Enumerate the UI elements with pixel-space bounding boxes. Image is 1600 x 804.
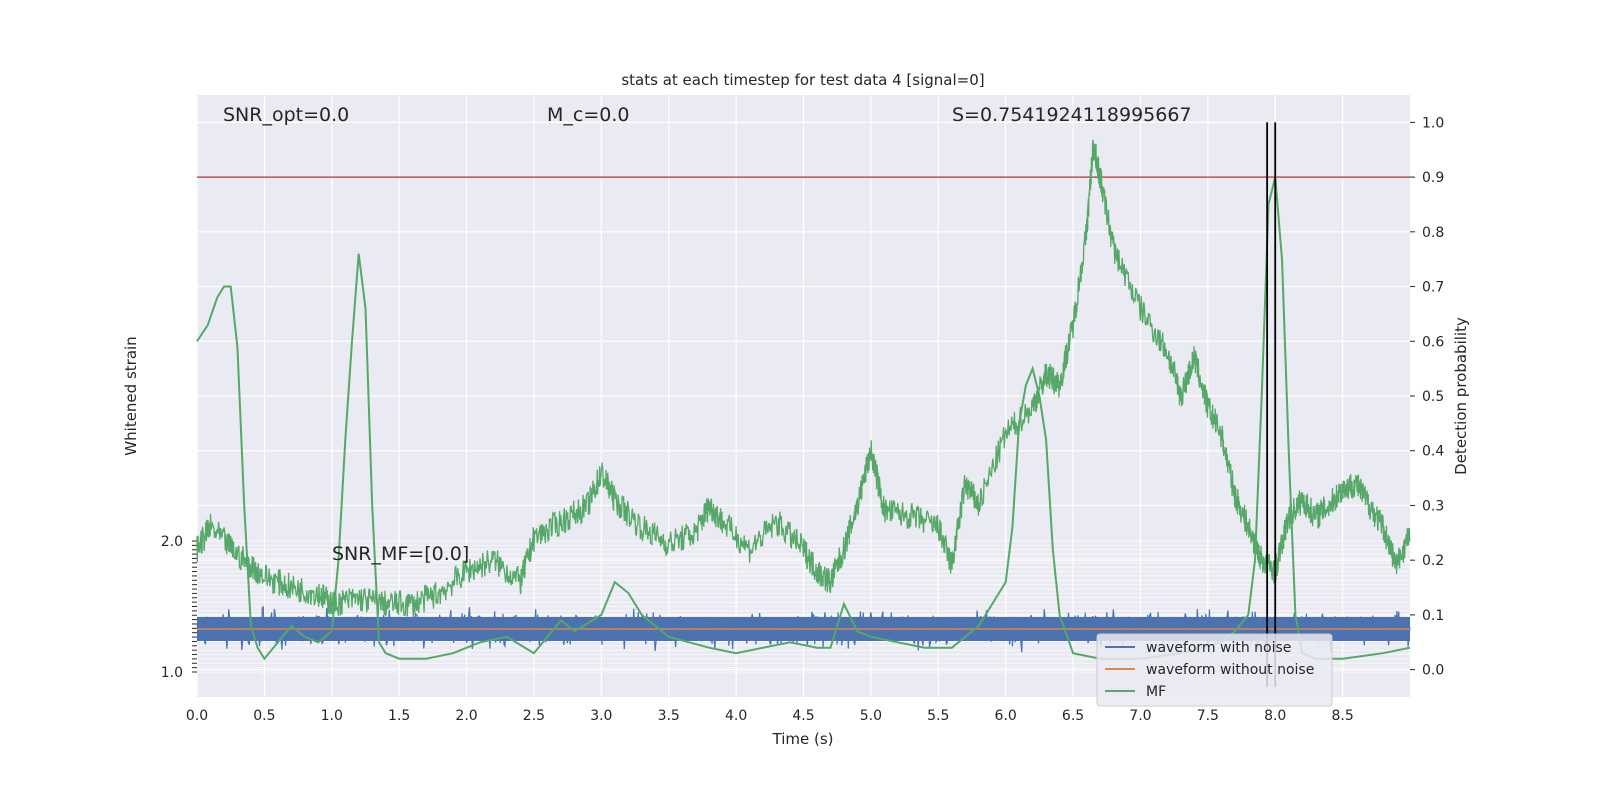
y-right-tick-label: 0.7: [1422, 280, 1444, 296]
x-tick-label: 0.0: [186, 708, 208, 724]
annotation-mc: M_c=0.0: [547, 104, 629, 126]
x-axis-label: Time (s): [772, 730, 834, 748]
y-right-tick-label: 0.0: [1422, 663, 1444, 679]
x-tick-label: 7.5: [1197, 708, 1219, 724]
y-axis-right-label: Detection probability: [1452, 317, 1470, 475]
y-right-tick-label: 1.0: [1422, 115, 1444, 131]
y-right-tick-label: 0.4: [1422, 444, 1444, 460]
x-tick-label: 6.5: [1062, 708, 1084, 724]
x-tick-label: 8.0: [1264, 708, 1286, 724]
y-right-tick-label: 0.8: [1422, 225, 1444, 241]
x-tick-label: 8.5: [1331, 708, 1353, 724]
x-tick-label: 4.5: [792, 708, 814, 724]
x-tick-label: 3.5: [658, 708, 680, 724]
detection-probability-noisy-line: [196, 139, 1411, 618]
annotation-snr-opt: SNR_opt=0.0: [223, 104, 349, 126]
x-tick-label: 3.0: [590, 708, 612, 724]
series-layer: [196, 139, 1411, 661]
x-tick-label: 1.0: [321, 708, 343, 724]
y-right-tick-label: 0.9: [1422, 170, 1444, 186]
x-tick-label: 2.0: [455, 708, 477, 724]
x-tick-label: 5.0: [860, 708, 882, 724]
annotation-snr-mf: SNR_MF=[0.0]: [332, 543, 469, 565]
left-tick-label-top: 2.0: [161, 534, 183, 550]
chart-title: stats at each timestep for test data 4 […: [621, 71, 984, 89]
x-tick-label: 1.5: [388, 708, 410, 724]
y-right-tick-label: 0.6: [1422, 334, 1444, 350]
annotation-s-value: S=0.7541924118995667: [952, 104, 1192, 126]
y-right-tick-label: 0.3: [1422, 498, 1444, 514]
x-tick-label: 0.5: [253, 708, 275, 724]
legend-label-mf: MF: [1146, 684, 1166, 700]
y-axis-left-label: Whitened strain: [122, 336, 140, 455]
legend-box: [1096, 633, 1333, 707]
left-tick-label-bottom: 1.0: [161, 665, 183, 681]
y-right-tick-label: 0.2: [1422, 553, 1444, 569]
right-axis-ticks: 0.0 0.1 0.2 0.3 0.4 0.5 0.6 0.7 0.8 0.9 1.0: [1410, 115, 1444, 679]
y-right-tick-label: 0.1: [1422, 608, 1444, 624]
x-tick-label: 7.0: [1129, 708, 1151, 724]
x-tick-label: 2.5: [523, 708, 545, 724]
vertical-markers: [1266, 122, 1277, 687]
y-right-tick-label: 0.5: [1422, 389, 1444, 405]
x-tick-label: 4.0: [725, 708, 747, 724]
legend-label-clean: waveform without noise: [1146, 662, 1314, 678]
x-axis-ticks: 0.0 0.5 1.0 1.5 2.0 2.5 3.0 3.5 4.0 4.5 5.0 5.5 6.0 6…: [186, 708, 1354, 724]
x-tick-label: 5.5: [927, 708, 949, 724]
mf-line: [196, 176, 1411, 661]
x-tick-label: 6.0: [995, 708, 1017, 724]
legend: waveform with noise waveform without noi…: [1096, 633, 1333, 707]
legend-label-noise: waveform with noise: [1146, 640, 1291, 656]
